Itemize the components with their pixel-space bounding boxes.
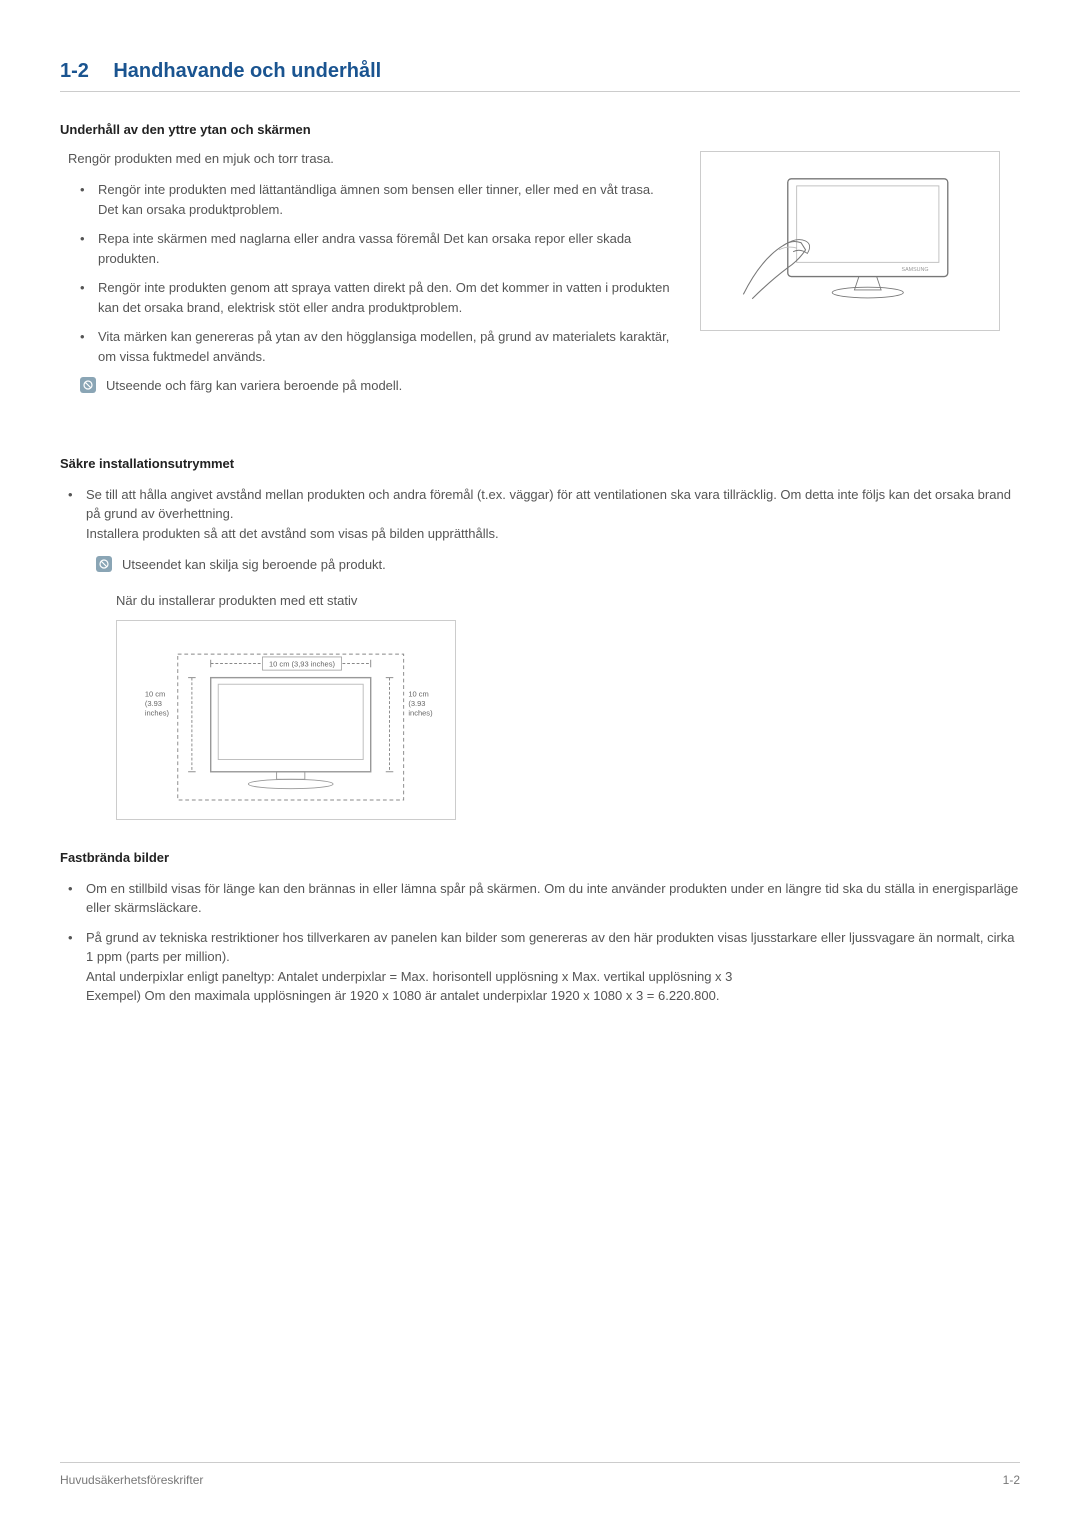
maintenance-bullets: Rengör inte produkten med lättantändliga… [60,180,670,366]
list-item: Rengör inte produkten med lättantändliga… [80,180,670,219]
dim-right-l1: 10 cm [408,689,428,698]
footer-right: 1-2 [1003,1473,1020,1487]
bullet-text: Se till att hålla angivet avstånd mellan… [86,487,1011,522]
section-header: 1-2 Handhavande och underhåll [60,60,1020,92]
list-item: Vita märken kan genereras på ytan av den… [80,327,670,366]
list-item: Om en stillbild visas för länge kan den … [68,879,1020,918]
note-icon [96,556,112,572]
list-item: Rengör inte produkten genom att spraya v… [80,278,670,317]
dim-right-l2: (3.93 [408,698,425,707]
bullet-text: Antal underpixlar enligt paneltyp: Antal… [86,969,732,984]
section-title: Handhavande och underhåll [113,60,381,83]
subheading-burnin: Fastbrända bilder [60,850,1020,865]
page-footer: Huvudsäkerhetsföreskrifter 1-2 [60,1462,1020,1487]
dim-left-l1: 10 cm [145,689,165,698]
installation-bullets: Se till att hålla angivet avstånd mellan… [60,485,1020,544]
monitor-brand-label: SAMSUNG [902,267,929,273]
list-item: På grund av tekniska restriktioner hos t… [68,928,1020,1006]
burnin-bullets: Om en stillbild visas för länge kan den … [60,879,1020,1006]
note-icon [80,377,96,393]
list-item: Se till att hålla angivet avstånd mellan… [68,485,1020,544]
section-number: 1-2 [60,60,89,83]
clearance-diagram: 10 cm (3,93 inches) 10 cm (3.93 inches) … [116,620,456,820]
stand-caption: När du installerar produkten med ett sta… [116,593,1020,608]
note-text: Utseendet kan skilja sig beroende på pro… [122,555,386,575]
intro-text: Rengör produkten med en mjuk och torr tr… [68,151,670,166]
footer-left: Huvudsäkerhetsföreskrifter [60,1473,203,1487]
cleaning-illustration: SAMSUNG [700,151,1000,331]
subheading-maintenance: Underhåll av den yttre ytan och skärmen [60,122,1020,137]
list-item: Repa inte skärmen med naglarna eller and… [80,229,670,268]
bullet-text: Installera produkten så att det avstånd … [86,526,499,541]
bullet-text: Exempel) Om den maximala upplösningen är… [86,988,719,1003]
subheading-installation: Säkre installationsutrymmet [60,456,1020,471]
dim-left-l2: (3.93 [145,698,162,707]
dim-top: 10 cm (3,93 inches) [269,659,335,668]
dim-left-l3: inches) [145,708,170,717]
note-text: Utseende och färg kan variera beroende p… [106,376,402,396]
dim-right-l3: inches) [408,708,433,717]
bullet-text: På grund av tekniska restriktioner hos t… [86,930,1015,965]
